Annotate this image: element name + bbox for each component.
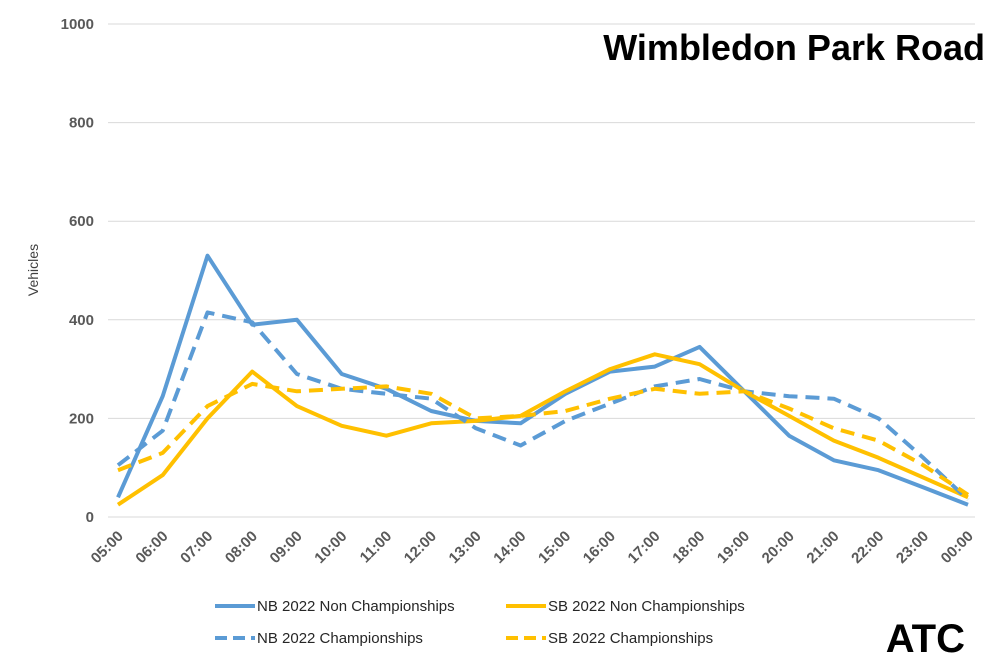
y-tick-label: 0 — [86, 509, 94, 526]
y-tick-label: 400 — [69, 312, 94, 329]
x-tick-label: 00:00 — [938, 528, 977, 567]
chart-title: Wimbledon Park Road — [603, 27, 985, 68]
x-tick-label: 05:00 — [88, 528, 127, 567]
x-tick-label: 18:00 — [669, 528, 708, 567]
y-tick-labels: 0 200 400 600 800 1000 — [61, 16, 94, 526]
series-line-1 — [116, 253, 969, 507]
x-tick-label: 16:00 — [580, 528, 619, 567]
grid-layer — [108, 23, 975, 518]
series-lines — [116, 253, 970, 507]
x-tick-label: 06:00 — [132, 528, 171, 567]
x-tick-label: 20:00 — [759, 528, 798, 567]
series-line-4 — [117, 381, 970, 497]
legend-label: NB 2022 Non Championships — [257, 598, 455, 615]
x-tick-label: 22:00 — [848, 528, 887, 567]
x-tick-label: 19:00 — [714, 528, 753, 567]
legend-label: SB 2022 Non Championships — [548, 598, 745, 615]
x-tick-label: 09:00 — [267, 528, 306, 567]
x-tick-label: 21:00 — [803, 528, 842, 567]
legend: NB 2022 Non Championships SB 2022 Non Cha… — [215, 598, 745, 647]
series-line-2 — [116, 352, 969, 507]
legend-label: NB 2022 Championships — [257, 630, 423, 647]
atc-stamp: ATC — [886, 617, 965, 661]
y-axis-title: Vehicles — [25, 244, 41, 296]
x-tick-label: 13:00 — [446, 528, 485, 567]
series-line-3 — [116, 310, 970, 502]
y-tick-label: 1000 — [61, 16, 94, 33]
x-tick-label: 12:00 — [401, 528, 440, 567]
x-tick-label: 08:00 — [222, 528, 261, 567]
y-tick-label: 600 — [69, 213, 94, 230]
legend-label: SB 2022 Championships — [548, 630, 713, 647]
x-tick-label: 07:00 — [177, 528, 216, 567]
x-tick-label: 14:00 — [490, 528, 529, 567]
x-tick-label: 10:00 — [311, 528, 350, 567]
y-tick-label: 200 — [69, 410, 94, 427]
x-tick-labels: 05:00 06:00 07:00 08:00 09:00 10:00 11:00 12:00… — [88, 528, 977, 567]
y-tick-label: 800 — [69, 115, 94, 132]
x-tick-label: 23:00 — [893, 528, 932, 567]
x-tick-label: 17:00 — [625, 528, 664, 567]
x-tick-label: 11:00 — [357, 528, 396, 567]
x-tick-label: 15:00 — [535, 528, 574, 567]
